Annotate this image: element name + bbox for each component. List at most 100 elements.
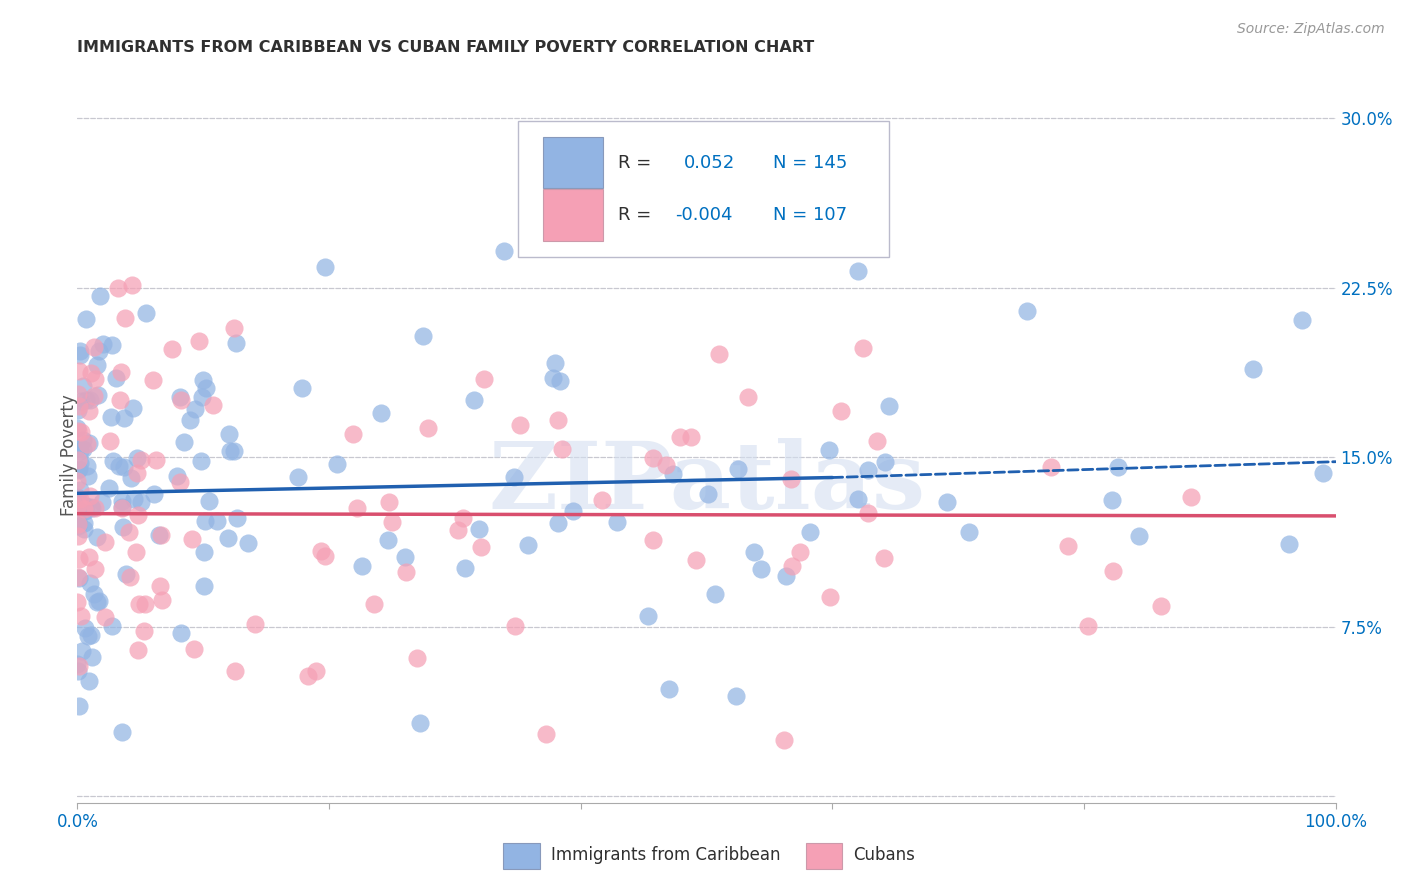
Point xyxy=(198,494,221,508)
Point xyxy=(69,343,91,358)
Point xyxy=(112,411,135,425)
Point xyxy=(749,562,772,576)
Point xyxy=(166,468,188,483)
Point xyxy=(562,503,585,517)
Point xyxy=(179,413,201,427)
Point xyxy=(856,463,879,477)
Point xyxy=(1107,459,1129,474)
Point xyxy=(789,545,811,559)
Point xyxy=(856,506,879,520)
Point xyxy=(194,381,217,395)
Point xyxy=(727,461,749,475)
Point xyxy=(381,516,404,530)
Point xyxy=(643,533,665,548)
Point xyxy=(548,375,571,389)
Point xyxy=(83,389,105,403)
Point xyxy=(101,337,124,351)
Point xyxy=(846,264,869,278)
Point xyxy=(112,520,135,534)
Point xyxy=(409,716,432,731)
Point xyxy=(77,468,100,483)
Point xyxy=(75,392,97,407)
Point xyxy=(83,371,105,385)
Point xyxy=(406,651,429,665)
Point xyxy=(662,467,685,481)
Point xyxy=(80,500,103,515)
Point xyxy=(377,494,399,508)
Point xyxy=(120,471,142,485)
Point xyxy=(72,433,94,447)
Point xyxy=(669,430,692,444)
Text: 0.052: 0.052 xyxy=(683,153,735,171)
Point xyxy=(219,444,242,458)
Point xyxy=(596,241,619,255)
Point xyxy=(775,568,797,582)
Point xyxy=(654,458,676,472)
Point xyxy=(451,510,474,524)
Point xyxy=(79,490,101,504)
Point xyxy=(67,364,90,378)
Point xyxy=(77,436,100,450)
Point xyxy=(935,494,957,508)
Point xyxy=(94,534,117,549)
FancyBboxPatch shape xyxy=(543,189,603,241)
Point xyxy=(70,644,93,658)
Point xyxy=(66,424,89,438)
Point xyxy=(108,393,131,408)
Point xyxy=(679,430,702,444)
Point xyxy=(67,570,90,584)
Point xyxy=(222,320,245,334)
Point xyxy=(846,491,869,506)
Point xyxy=(66,490,89,504)
Point xyxy=(243,617,266,632)
Point xyxy=(297,669,319,683)
Text: Immigrants from Caribbean: Immigrants from Caribbean xyxy=(551,847,780,864)
Point xyxy=(77,629,100,643)
Point xyxy=(779,472,801,486)
Point xyxy=(875,455,897,469)
Point xyxy=(1057,540,1080,554)
Point xyxy=(517,538,540,552)
Point xyxy=(86,595,108,609)
Point xyxy=(194,514,217,528)
Point xyxy=(79,549,101,564)
Point xyxy=(69,456,91,470)
Point xyxy=(326,457,349,471)
Text: R =: R = xyxy=(619,153,658,171)
Point xyxy=(143,486,166,500)
Point xyxy=(149,528,172,542)
Point xyxy=(69,658,91,673)
Point xyxy=(342,427,364,442)
Point xyxy=(446,523,468,537)
Text: R =: R = xyxy=(619,206,658,224)
Point xyxy=(77,403,100,417)
Point xyxy=(121,277,143,292)
Point xyxy=(91,337,114,351)
Point xyxy=(86,530,108,544)
Point xyxy=(66,529,89,543)
Point xyxy=(67,570,90,584)
Point xyxy=(67,463,90,477)
Point xyxy=(1150,599,1173,613)
Point xyxy=(193,579,215,593)
Point xyxy=(83,340,105,354)
Point xyxy=(90,495,112,509)
Point xyxy=(191,372,214,386)
Point xyxy=(79,392,101,407)
Point xyxy=(218,427,240,442)
Point xyxy=(66,474,89,488)
Point xyxy=(725,689,748,703)
Point xyxy=(1180,490,1202,504)
Point xyxy=(87,594,110,608)
Point xyxy=(80,649,103,664)
Text: IMMIGRANTS FROM CARIBBEAN VS CUBAN FAMILY POVERTY CORRELATION CHART: IMMIGRANTS FROM CARIBBEAN VS CUBAN FAMIL… xyxy=(77,40,814,55)
Point xyxy=(1291,313,1313,327)
Text: ZIPatlas: ZIPatlas xyxy=(488,438,925,528)
Point xyxy=(346,501,368,516)
Point xyxy=(547,413,569,427)
Point xyxy=(66,657,89,671)
Point xyxy=(89,344,111,359)
Point xyxy=(873,551,896,566)
Point xyxy=(134,624,156,638)
Point xyxy=(547,516,569,530)
